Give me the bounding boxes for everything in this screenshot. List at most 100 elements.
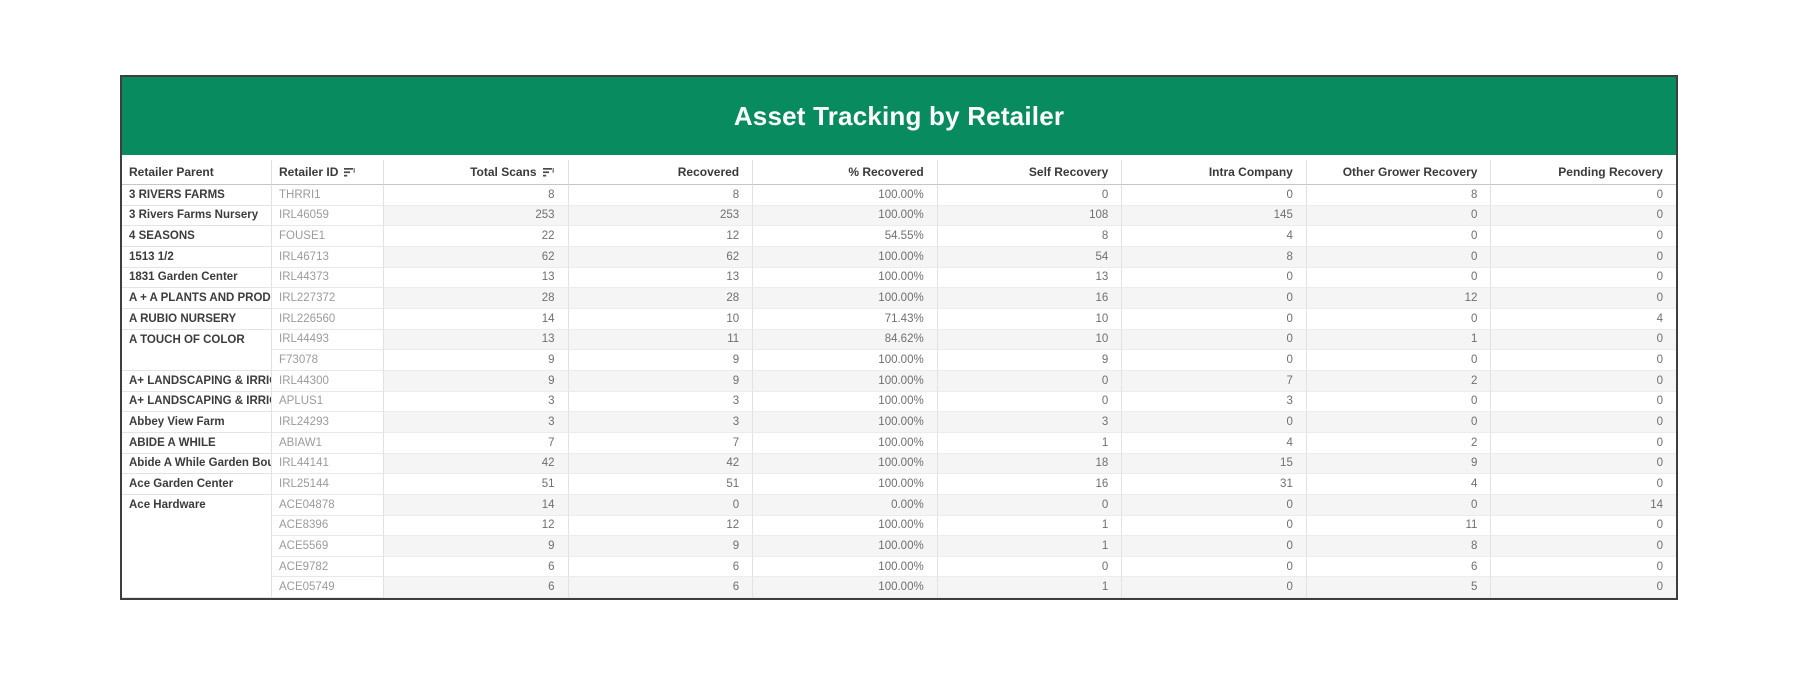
cell-total-scans[interactable]: 8 [384,185,569,206]
cell-pct-recovered[interactable]: 100.00% [753,391,938,413]
cell-recovered[interactable]: 9 [568,370,754,392]
cell-self-recovery[interactable]: 10 [937,308,1123,330]
cell-other-grower-recovery[interactable]: 8 [1306,536,1492,557]
cell-pending-recovery[interactable]: 0 [1491,350,1676,371]
cell-pending-recovery[interactable]: 0 [1491,246,1676,268]
cell-intra-company[interactable]: 0 [1122,412,1307,433]
cell-other-grower-recovery[interactable]: 0 [1306,494,1492,516]
cell-intra-company[interactable]: 0 [1122,308,1307,330]
cell-intra-company[interactable]: 15 [1122,453,1307,475]
cell-pct-recovered[interactable]: 100.00% [753,370,938,392]
cell-retailer-parent[interactable]: A RUBIO NURSERY [122,308,272,330]
cell-self-recovery[interactable]: 0 [937,370,1123,392]
cell-pending-recovery[interactable]: 0 [1491,205,1676,227]
cell-total-scans[interactable]: 14 [384,494,569,516]
cell-intra-company[interactable]: 3 [1122,391,1307,413]
cell-intra-company[interactable]: 0 [1122,536,1307,557]
cell-other-grower-recovery[interactable]: 11 [1306,515,1492,537]
cell-pct-recovered[interactable]: 84.62% [753,329,938,351]
cell-pending-recovery[interactable]: 0 [1491,370,1676,392]
cell-intra-company[interactable]: 0 [1122,185,1307,206]
cell-pending-recovery[interactable]: 0 [1491,453,1676,475]
cell-self-recovery[interactable]: 10 [937,329,1123,351]
cell-self-recovery[interactable]: 1 [937,515,1123,537]
cell-pct-recovered[interactable]: 100.00% [753,350,938,371]
cell-pct-recovered[interactable]: 100.00% [753,577,938,599]
cell-pct-recovered[interactable]: 100.00% [753,515,938,537]
cell-pct-recovered[interactable]: 100.00% [753,288,938,309]
cell-retailer-id[interactable]: APLUS1 [272,391,384,413]
cell-recovered[interactable]: 42 [568,453,754,475]
cell-recovered[interactable]: 11 [568,329,754,351]
cell-recovered[interactable]: 253 [568,205,754,227]
cell-retailer-id[interactable]: IRL44493 [272,329,384,351]
sort-descending-icon[interactable] [344,167,356,178]
cell-total-scans[interactable]: 9 [384,370,569,392]
cell-pct-recovered[interactable]: 100.00% [753,205,938,227]
cell-self-recovery[interactable]: 16 [937,288,1123,309]
cell-self-recovery[interactable]: 16 [937,474,1123,495]
cell-retailer-id[interactable]: IRL44300 [272,370,384,392]
cell-intra-company[interactable]: 0 [1122,288,1307,309]
cell-retailer-parent[interactable]: 3 RIVERS FARMS [122,185,272,206]
cell-recovered[interactable]: 9 [568,536,754,557]
cell-total-scans[interactable]: 7 [384,432,569,454]
cell-other-grower-recovery[interactable]: 1 [1306,329,1492,351]
cell-self-recovery[interactable]: 0 [937,494,1123,516]
cell-self-recovery[interactable]: 1 [937,577,1123,599]
cell-total-scans[interactable]: 3 [384,412,569,433]
cell-recovered[interactable]: 13 [568,267,754,289]
cell-pct-recovered[interactable]: 54.55% [753,226,938,247]
cell-retailer-parent[interactable]: 1831 Garden Center [122,267,272,289]
cell-total-scans[interactable]: 13 [384,267,569,289]
cell-recovered[interactable]: 51 [568,474,754,495]
cell-retailer-parent[interactable]: 4 SEASONS [122,226,272,247]
cell-retailer-parent[interactable]: Abide A While Garden Bou.. [122,453,272,475]
cell-intra-company[interactable]: 0 [1122,267,1307,289]
cell-pending-recovery[interactable]: 0 [1491,432,1676,454]
cell-retailer-parent[interactable] [122,536,272,557]
cell-pending-recovery[interactable]: 0 [1491,185,1676,206]
cell-pending-recovery[interactable]: 0 [1491,577,1676,599]
cell-retailer-id[interactable]: IRL44373 [272,267,384,289]
cell-intra-company[interactable]: 145 [1122,205,1307,227]
cell-intra-company[interactable]: 7 [1122,370,1307,392]
cell-pending-recovery[interactable]: 0 [1491,267,1676,289]
cell-intra-company[interactable]: 0 [1122,329,1307,351]
cell-retailer-id[interactable]: IRL24293 [272,412,384,433]
cell-other-grower-recovery[interactable]: 8 [1306,185,1492,206]
cell-other-grower-recovery[interactable]: 0 [1306,391,1492,413]
cell-total-scans[interactable]: 9 [384,536,569,557]
cell-retailer-id[interactable]: FOUSE1 [272,226,384,247]
cell-self-recovery[interactable]: 108 [937,205,1123,227]
cell-retailer-id[interactable]: IRL46713 [272,246,384,268]
column-header-intra-company[interactable]: Intra Company [1122,160,1307,185]
cell-pct-recovered[interactable]: 100.00% [753,267,938,289]
cell-other-grower-recovery[interactable]: 0 [1306,308,1492,330]
cell-retailer-parent[interactable]: 3 Rivers Farms Nursery [122,205,272,227]
cell-retailer-parent[interactable] [122,350,272,371]
cell-self-recovery[interactable]: 13 [937,267,1123,289]
column-header-retailer-id[interactable]: Retailer ID [272,160,384,185]
cell-other-grower-recovery[interactable]: 4 [1306,474,1492,495]
cell-recovered[interactable]: 3 [568,412,754,433]
cell-total-scans[interactable]: 13 [384,329,569,351]
cell-intra-company[interactable]: 0 [1122,577,1307,599]
cell-pending-recovery[interactable]: 0 [1491,536,1676,557]
cell-pending-recovery[interactable]: 0 [1491,556,1676,578]
cell-pending-recovery[interactable]: 0 [1491,226,1676,247]
cell-other-grower-recovery[interactable]: 0 [1306,267,1492,289]
cell-retailer-id[interactable]: IRL227372 [272,288,384,309]
cell-other-grower-recovery[interactable]: 6 [1306,556,1492,578]
cell-intra-company[interactable]: 0 [1122,494,1307,516]
cell-retailer-id[interactable]: IRL226560 [272,308,384,330]
cell-other-grower-recovery[interactable]: 0 [1306,205,1492,227]
cell-recovered[interactable]: 6 [568,577,754,599]
cell-pct-recovered[interactable]: 100.00% [753,453,938,475]
cell-pct-recovered[interactable]: 100.00% [753,474,938,495]
cell-self-recovery[interactable]: 0 [937,556,1123,578]
cell-recovered[interactable]: 9 [568,350,754,371]
cell-other-grower-recovery[interactable]: 0 [1306,412,1492,433]
cell-retailer-id[interactable]: ACE04878 [272,494,384,516]
cell-retailer-parent[interactable]: Ace Garden Center [122,474,272,495]
